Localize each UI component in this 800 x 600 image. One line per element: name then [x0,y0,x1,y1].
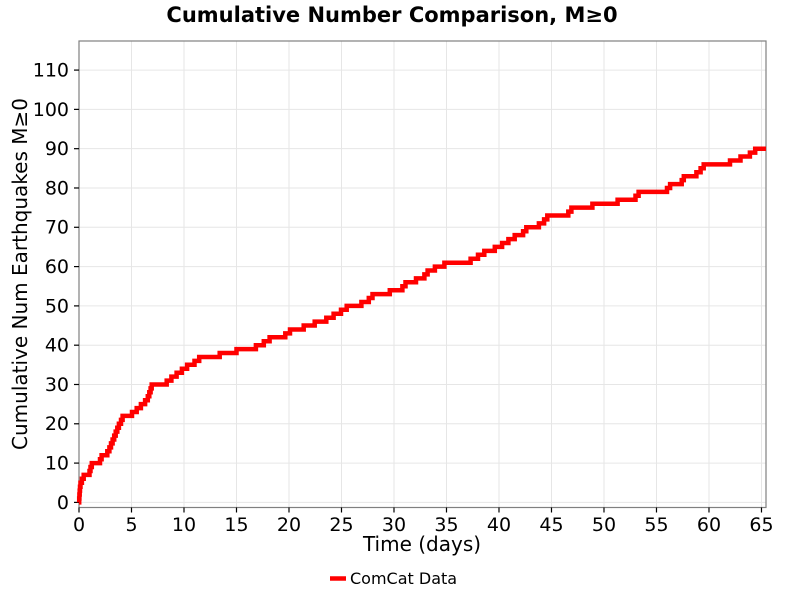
y-tick-label: 10 [45,453,69,475]
x-tick-label: 0 [73,514,85,536]
x-tick-label: 65 [749,514,773,536]
y-tick-label: 0 [57,492,69,514]
x-tick-label: 60 [697,514,721,536]
y-axis-label: Cumulative Num Earthquakes M≥0 [8,98,32,450]
x-axis-label: Time (days) [362,532,481,556]
x-tick-label: 15 [224,514,248,536]
x-tick-label: 40 [487,514,511,536]
tick-marks [74,69,763,513]
y-tick-label: 70 [45,217,69,239]
x-tick-label: 30 [382,514,406,536]
chart-title: Cumulative Number Comparison, M≥0 [166,3,617,27]
x-tick-label: 45 [539,514,563,536]
y-tick-label: 110 [33,60,69,82]
y-tick-label: 60 [45,256,69,278]
comcat-data-line [76,146,766,505]
x-tick-labels: 0 5 10 15 20 25 30 35 40 45 50 55 60 65 [73,514,774,536]
y-tick-label: 20 [45,413,69,435]
x-tick-label: 5 [125,514,137,536]
x-tick-label: 20 [277,514,301,536]
x-tick-label: 55 [644,514,668,536]
y-tick-label: 100 [33,99,69,121]
x-tick-label: 25 [329,514,353,536]
y-tick-label: 80 [45,177,69,199]
x-tick-label: 50 [592,514,616,536]
plot-area-border [78,40,767,509]
y-tick-label: 50 [45,295,69,317]
y-tick-label: 30 [45,374,69,396]
x-tick-label: 10 [172,514,196,536]
legend-label-comcat: ComCat Data [350,569,457,588]
y-tick-labels: 0 10 20 30 40 50 60 70 80 90 100 110 [33,60,69,514]
y-tick-label: 40 [45,335,69,357]
legend: ComCat Data [330,569,457,588]
x-tick-label: 35 [434,514,458,536]
gridlines [78,41,766,508]
y-tick-label: 90 [45,138,69,160]
